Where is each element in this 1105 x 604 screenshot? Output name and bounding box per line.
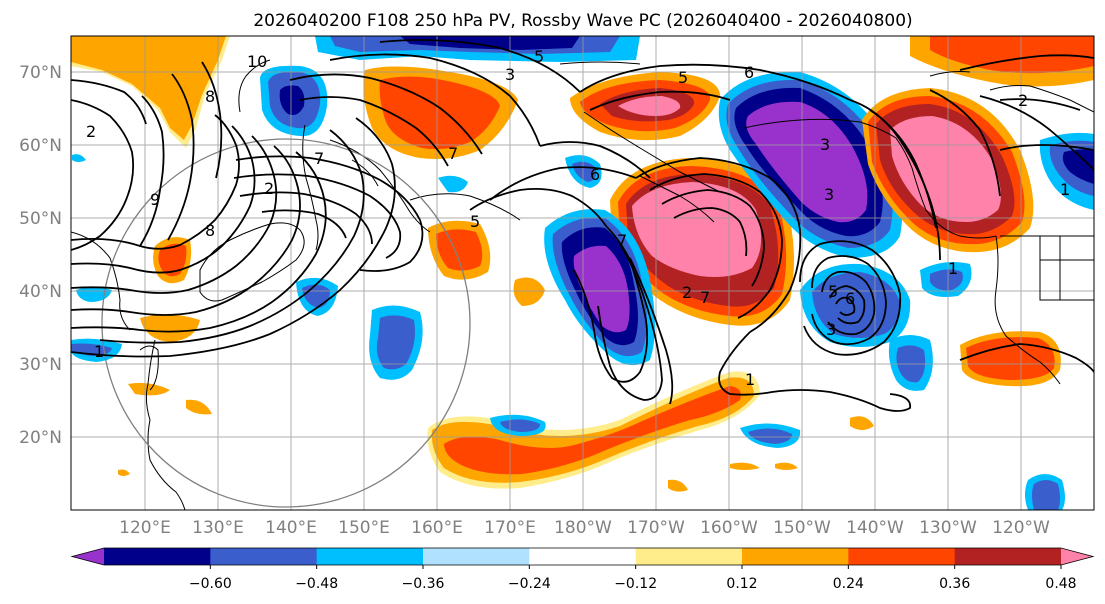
colorbar-swatch [104,548,211,565]
contour-label: 7 [314,149,324,168]
lon-label: 150°E [338,518,390,538]
lat-label: 30°N [19,355,62,375]
lon-label: 180°W [554,518,612,538]
lon-label: 130°W [919,518,977,538]
contour-label: 5 [828,282,838,301]
coastlines [71,59,1094,510]
contour-label: 1 [1060,180,1070,199]
colorbar-outline [70,547,1095,566]
contour-label: 7 [448,144,458,163]
contour-label: 7 [700,288,710,307]
lat-label: 70°N [19,63,62,83]
colorbar: −0.60 −0.48 −0.36 −0.24 −0.12 0.12 0.24 0.36 0.4… [70,547,1095,592]
pv-contours [71,39,1094,412]
colorbar-tick-label: −0.48 [295,576,338,592]
contour-label: 2 [86,122,96,141]
lon-label: 170°E [484,518,536,538]
lon-label: 120°E [119,518,171,538]
anomaly-subtropical-band [427,371,760,489]
contour-label: 3 [824,185,834,204]
contour-label: 9 [150,190,160,209]
lon-label: 140°E [265,518,317,538]
lat-label: 40°N [19,282,62,302]
contour-label: 6 [845,289,855,308]
colorbar-extend-min [72,548,104,565]
lon-label: 160°E [411,518,463,538]
colorbar-tick-label: −0.36 [402,576,445,592]
contour-label: 5 [470,212,480,231]
lon-label: 140°W [846,518,904,538]
contour-label: 2 [1018,91,1028,110]
anomaly-alaska-trough [718,71,903,258]
anomaly-okhotsk-max [363,66,518,159]
anomaly-japan-max [153,237,192,284]
map-title: 2026040200 F108 250 hPa PV, Rossby Wave … [253,11,912,31]
lat-label: 60°N [19,136,62,156]
contour-label: 6 [590,165,600,184]
colorbar-swatch [954,548,1062,565]
lon-label: 160°W [700,518,758,538]
colorbar-swatch [210,548,318,565]
colorbar-swatch [848,548,956,565]
colorbar-swatch [742,548,849,565]
anomaly-california-max [960,331,1061,387]
lat-label: 20°N [19,428,62,448]
contour-label: 8 [205,87,215,106]
colorbar-swatch [529,548,637,565]
anomaly-small-orange-1 [140,314,200,342]
contour-label: 2 [264,179,274,198]
contour-label: 10 [247,52,267,71]
contour-label: 2 [682,283,692,302]
anomaly-nw-pacific-trough [296,155,602,380]
lon-label: 130°E [192,518,244,538]
colorbar-extend-max [1061,548,1093,565]
colorbar-tick-label: 0.36 [939,576,970,592]
contour-label: 1 [745,370,755,389]
lon-label: 150°W [773,518,831,538]
anomaly-east-trough [1039,132,1094,210]
lon-label: 170°W [627,518,685,538]
contour-label: 5 [678,68,688,87]
latitude-labels: 70°N 60°N 50°N 40°N 30°N 20°N [19,63,62,448]
anomaly-kuril-max [428,220,545,306]
contour-label: 7 [617,231,627,250]
anomaly-central-pacific-trough [544,209,655,366]
contour-label: 6 [744,63,754,82]
colorbar-tick-label: 0.48 [1045,576,1076,592]
lon-label: 120°W [992,518,1050,538]
colorbar-tick-label: 0.12 [726,576,757,592]
longitude-labels: 120°E 130°E 140°E 150°E 160°E 170°E 180°… [119,518,1050,538]
contour-label: 8 [205,221,215,240]
anomaly-bering-max [570,72,720,141]
contour-label: 3 [505,65,515,84]
lat-label: 50°N [19,209,62,229]
contour-label: 3 [826,320,836,339]
contour-label: 1 [94,342,104,361]
colorbar-tick-label: −0.24 [508,576,551,592]
anomaly-siberia-trough [260,65,328,137]
map-frame [70,35,1095,511]
contour-label: 5 [534,47,544,66]
colorbar-swatch [423,548,530,565]
contour-label: 1 [948,259,958,278]
colorbar-tick-label: 0.24 [833,576,864,592]
colorbar-swatch [635,548,743,565]
colorbar-swatch [316,548,424,565]
map-area: 10 8 2 3 5 6 7 2 9 8 5 7 6 3 3 7 7 2 6 5… [71,36,1094,510]
contour-label: 3 [820,135,830,154]
reference-circle [101,138,471,508]
anomaly-siberia-max [71,36,230,148]
contour-labels: 10 8 2 3 5 6 7 2 9 8 5 7 6 3 3 7 7 2 6 5… [86,47,1070,389]
colorbar-tick-label: −0.60 [189,576,232,592]
colorbar-tick-label: −0.12 [614,576,657,592]
